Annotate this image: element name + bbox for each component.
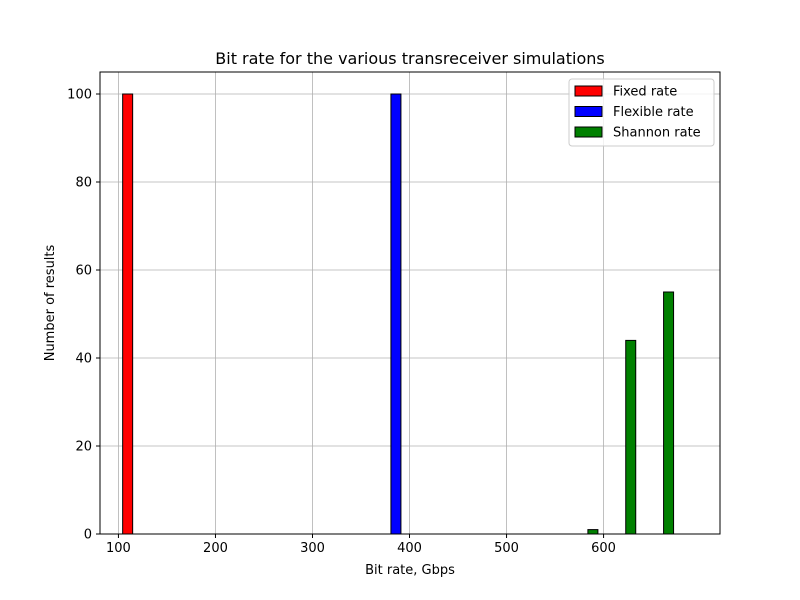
legend: Fixed rate Flexible rate Shannon rate [568,78,715,147]
chart-title: Bit rate for the various transreceiver s… [215,49,604,68]
legend-box [568,78,715,147]
x-tick-label: 400 [397,541,422,556]
y-tick-label: 20 [75,440,92,455]
legend-swatch [574,106,603,117]
bar-fixed-rate [122,93,134,535]
bar-shannon-rate [663,291,675,535]
y-axis-label: Number of results [43,244,58,361]
legend-swatch [574,126,603,138]
y-tick-label: 100 [67,88,92,103]
bar-shannon-rate [625,339,637,535]
x-axis-label: Bit rate, Gbps [365,563,455,578]
x-tick-label: 300 [300,541,325,556]
grid [100,72,720,535]
x-tick-label: 200 [203,541,228,556]
y-tick-label: 80 [75,176,92,191]
x-tick-label: 600 [591,541,616,556]
bar-flexible-rate [390,93,402,535]
legend-label: Flexible rate [613,105,694,120]
x-tick-label: 100 [106,541,131,556]
axis-ticks: 100 200 300 400 500 600 0 20 40 60 80 100 [67,88,616,557]
x-tick-label: 500 [494,541,519,556]
legend-swatch [574,85,603,97]
y-tick-label: 40 [75,352,92,367]
bar-shannon-rate [587,529,599,535]
y-tick-label: 0 [84,528,92,543]
legend-label: Shannon rate [613,126,701,141]
y-tick-label: 60 [75,264,92,279]
legend-label: Fixed rate [613,85,677,100]
